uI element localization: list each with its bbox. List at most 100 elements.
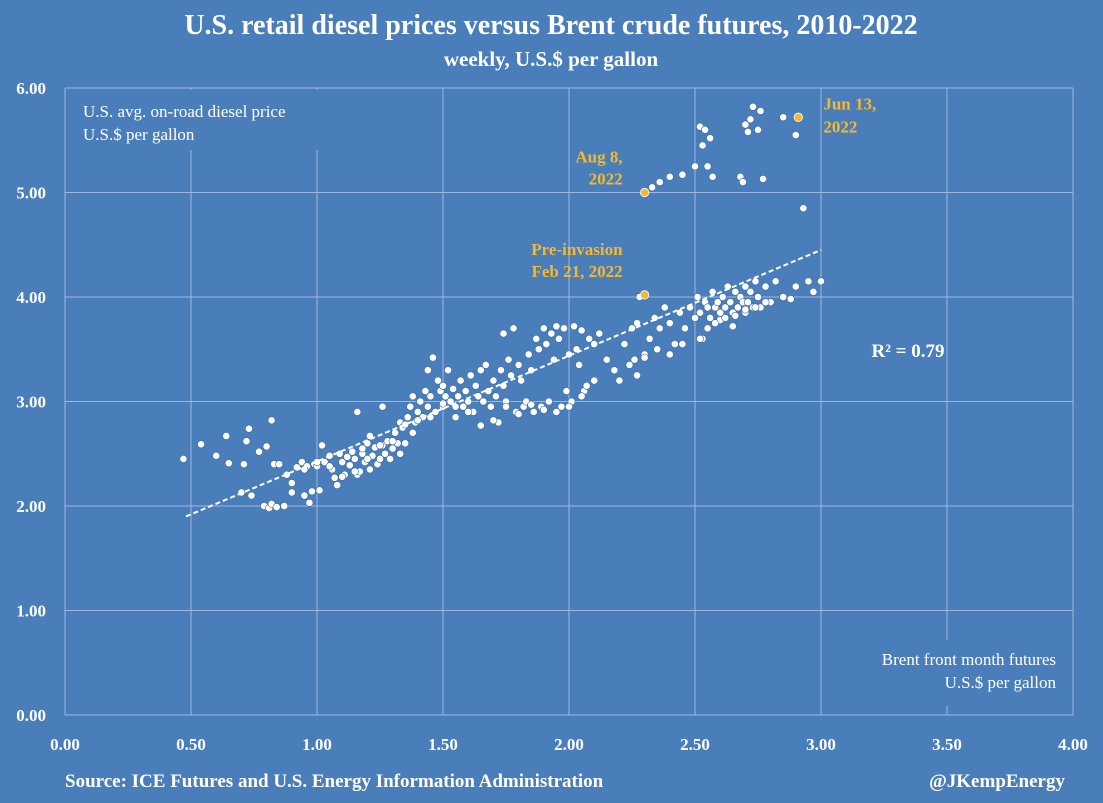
scatter-point	[343, 452, 352, 461]
scatter-point	[396, 449, 405, 458]
y-tick-label: 1.00	[16, 602, 46, 621]
scatter-point	[212, 451, 221, 460]
scatter-point	[416, 397, 425, 406]
highlight-point	[793, 112, 803, 122]
scatter-point	[534, 345, 543, 354]
scatter-point	[408, 392, 417, 401]
scatter-point	[449, 385, 457, 393]
scatter-point	[378, 402, 387, 411]
scatter-point	[305, 498, 314, 507]
scatter-point	[350, 467, 359, 476]
scatter-point	[761, 298, 770, 307]
scatter-point	[262, 442, 271, 451]
scatter-point	[376, 455, 384, 463]
highlight-point	[639, 187, 650, 198]
scatter-point	[555, 334, 563, 343]
scatter-point	[817, 277, 825, 286]
x-label-box	[825, 640, 1065, 706]
scatter-point	[799, 204, 808, 213]
y-tick-label: 5.00	[16, 184, 46, 203]
scatter-point	[489, 416, 498, 425]
scatter-point	[267, 416, 276, 425]
highlight-label: 2022	[823, 117, 857, 136]
scatter-point	[751, 303, 760, 312]
scatter-point	[741, 282, 750, 291]
x-tick-label: 2.00	[554, 735, 584, 754]
scatter-point	[423, 366, 432, 375]
scatter-point	[751, 277, 760, 286]
scatter-point	[315, 486, 324, 495]
scatter-point	[358, 444, 367, 453]
r-squared-label: R² = 0.79	[872, 341, 945, 362]
scatter-point	[459, 402, 468, 411]
highlight-label: Feb 21, 2022	[531, 262, 622, 281]
scatter-point	[222, 432, 231, 440]
scatter-point	[413, 416, 422, 425]
scatter-point	[670, 340, 679, 348]
scatter-point	[439, 399, 447, 408]
scatter-point	[421, 387, 430, 395]
scatter-point	[492, 392, 500, 401]
y-tick-label: 4.00	[16, 288, 46, 307]
scatter-point	[560, 324, 568, 333]
scatter-point	[791, 131, 800, 139]
y-label-box	[78, 90, 348, 150]
scatter-point	[272, 503, 281, 511]
scatter-point	[381, 449, 389, 458]
scatter-point	[691, 162, 699, 171]
scatter-point	[630, 355, 639, 364]
scatter-point	[759, 175, 767, 183]
x-tick-label: 4.00	[1058, 735, 1088, 754]
scatter-point	[713, 298, 722, 307]
scatter-point	[640, 353, 649, 362]
chart-title: U.S. retail diesel prices versus Brent c…	[184, 10, 917, 41]
scatter-point	[590, 340, 599, 348]
scatter-point	[401, 439, 410, 448]
scatter-point	[665, 350, 674, 359]
source-footer: Source: ICE Futures and U.S. Energy Info…	[65, 771, 604, 792]
scatter-point	[726, 298, 735, 307]
scatter-point	[461, 387, 470, 395]
scatter-point	[746, 287, 755, 296]
scatter-point	[330, 473, 339, 482]
scatter-point	[648, 183, 657, 192]
scatter-point	[741, 120, 750, 129]
highlight-label: Aug 8,	[575, 148, 622, 167]
data-points	[179, 102, 825, 512]
scatter-point	[408, 428, 417, 437]
scatter-point	[320, 458, 329, 467]
scatter-point	[197, 440, 205, 449]
x-tick-label: 0.50	[176, 735, 206, 754]
y-axis-label-line1: U.S. avg. on-road diesel price	[83, 102, 286, 121]
scatter-point	[771, 277, 780, 286]
scatter-point	[542, 340, 551, 348]
scatter-point	[733, 303, 742, 312]
scatter-point	[486, 402, 495, 411]
scatter-point	[731, 287, 740, 296]
scatter-point	[363, 455, 372, 463]
scatter-point	[426, 392, 435, 401]
scatter-point	[544, 397, 553, 406]
x-tick-label: 2.50	[680, 735, 710, 754]
scatter-point	[429, 353, 437, 362]
scatter-point	[338, 458, 347, 467]
scatter-point	[504, 355, 513, 364]
scatter-point	[517, 376, 526, 385]
scatter-point	[318, 441, 326, 450]
scatter-point	[744, 127, 752, 136]
scatter-point	[655, 178, 664, 186]
scatter-point	[527, 400, 536, 409]
scatter-point	[703, 303, 712, 312]
scatter-point	[391, 428, 400, 437]
scatter-point	[620, 340, 629, 348]
scatter-point	[696, 334, 704, 343]
scatter-point	[529, 408, 538, 416]
y-axis-label-line2: U.S.$ per gallon	[83, 125, 195, 144]
x-tick-label: 1.00	[302, 735, 332, 754]
scatter-point	[728, 322, 737, 331]
scatter-point	[565, 402, 573, 411]
x-axis-label-line1: Brent front month futures	[882, 650, 1056, 669]
scatter-point	[446, 397, 455, 406]
highlight-label: 2022	[589, 170, 623, 189]
